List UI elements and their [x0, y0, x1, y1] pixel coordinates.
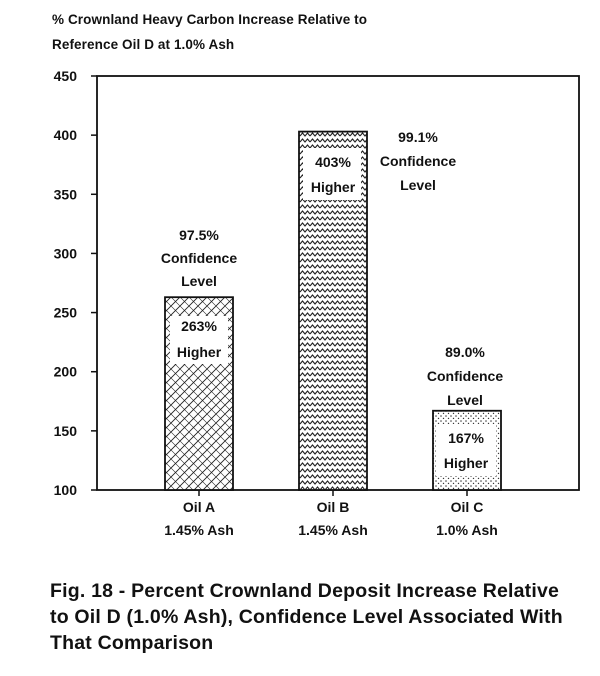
x-tick-sublabel: 1.45% Ash [164, 522, 234, 538]
bar-value-label: Higher [444, 455, 489, 471]
y-tick-label: 400 [54, 127, 78, 143]
y-tick-label: 100 [54, 482, 78, 498]
x-tick-label: Oil C [451, 499, 484, 515]
confidence-label: Level [181, 273, 217, 289]
y-tick-label: 350 [54, 186, 78, 202]
bar-value-label: 263% [181, 318, 217, 334]
confidence-label: Level [447, 392, 483, 408]
y-axis: 100 150 200 250 300 350 400 450 [54, 68, 97, 498]
confidence-label: Level [400, 177, 436, 193]
bar-value-label: 403% [315, 154, 351, 170]
y-tick-label: 200 [54, 364, 78, 380]
bar-label-background [170, 316, 228, 364]
bar-value-label: Higher [177, 344, 222, 360]
confidence-label: Confidence [427, 368, 503, 384]
bar-chart: 100 150 200 250 300 350 400 450 263% Higher 403% H… [54, 68, 580, 538]
y-tick-label: 150 [54, 423, 78, 439]
y-tick-label: 300 [54, 245, 78, 261]
bar-value-label: Higher [311, 179, 356, 195]
y-axis-label-line-2: Reference Oil D at 1.0% Ash [52, 37, 235, 52]
y-tick-label: 450 [54, 68, 78, 84]
x-tick-label: Oil A [183, 499, 215, 515]
x-axis: Oil A 1.45% Ash Oil B 1.45% Ash Oil C 1.0% As… [164, 490, 498, 538]
bar-label-background [303, 148, 361, 200]
y-tick-label: 250 [54, 305, 78, 321]
x-tick-sublabel: 1.45% Ash [298, 522, 368, 538]
bar-label-background [436, 424, 496, 476]
confidence-label: 89.0% [445, 344, 485, 360]
confidence-label: Confidence [161, 250, 237, 266]
confidence-label: Confidence [380, 153, 456, 169]
bar-value-label: 167% [448, 430, 484, 446]
confidence-label: 99.1% [398, 129, 438, 145]
y-axis-label-line-1: % Crownland Heavy Carbon Increase Relati… [52, 12, 368, 27]
x-tick-sublabel: 1.0% Ash [436, 522, 498, 538]
x-tick-label: Oil B [317, 499, 350, 515]
figure-caption: Fig. 18 - Percent Crownland Deposit Incr… [50, 580, 563, 654]
confidence-label: 97.5% [179, 227, 219, 243]
bar-annotations: 263% Higher 403% Higher 167% Higher 97.5% Confi… [161, 129, 503, 476]
